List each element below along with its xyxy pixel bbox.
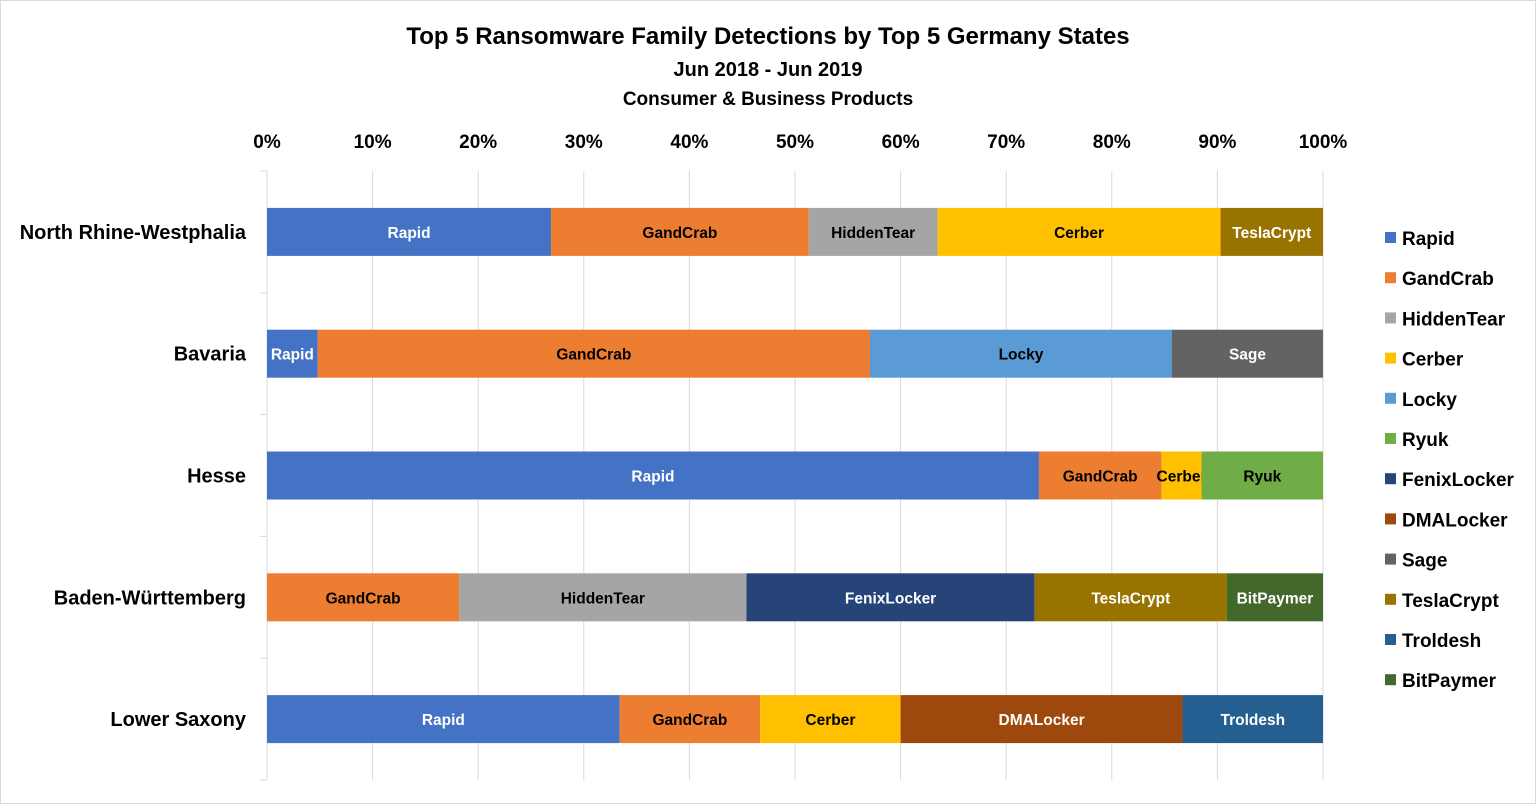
bar-segment-label: Cerber	[1157, 469, 1207, 486]
bar-segment-label: GandCrab	[1063, 469, 1138, 486]
category-label: Lower Saxony	[110, 709, 246, 731]
legend-swatch	[1385, 392, 1396, 404]
legend-entry: BitPaymer	[1402, 671, 1497, 692]
legend-entry: GandCrab	[1402, 269, 1494, 290]
x-tick-label: 90%	[1198, 132, 1236, 153]
legend-swatch	[1385, 312, 1396, 324]
category-label: Hesse	[187, 466, 246, 488]
bar-segment	[900, 695, 1183, 744]
bar-segment-label: TeslaCrypt	[1232, 225, 1311, 242]
bar-segment	[551, 207, 809, 256]
bar-segment-label: TeslaCrypt	[1091, 590, 1170, 607]
bar-segment-label: Ryuk	[1243, 469, 1281, 486]
x-tick-label: 70%	[987, 132, 1025, 153]
bar-segment	[1161, 451, 1202, 500]
chart-subtitle: Jun 2018 - Jun 2019	[674, 59, 863, 81]
bar-segment-label: Cerber	[1054, 225, 1104, 242]
bar-segment	[1201, 451, 1323, 500]
legend-swatch	[1385, 593, 1396, 605]
bar-segment-label: GandCrab	[556, 347, 631, 364]
legend-swatch	[1385, 553, 1396, 565]
bar-segment-label: Rapid	[388, 225, 431, 242]
bar-segment	[267, 695, 620, 744]
x-tick-label: 20%	[459, 132, 497, 153]
bar-segment-label: HiddenTear	[831, 225, 915, 242]
legend-entry: HiddenTear	[1402, 309, 1506, 330]
bar-segment-label: BitPaymer	[1237, 590, 1314, 607]
bar-segment-label: Rapid	[271, 347, 314, 364]
category-label: Bavaria	[174, 344, 247, 366]
legend-entry: TeslaCrypt	[1402, 591, 1499, 612]
bar-segment	[1226, 573, 1323, 622]
legend-entry: FenixLocker	[1402, 470, 1515, 491]
bar-segment	[760, 695, 901, 744]
x-tick-label: 10%	[354, 132, 392, 153]
bar-segment-label: FenixLocker	[845, 590, 936, 607]
bar-segment	[619, 695, 761, 744]
category-label: North Rhine-Westphalia	[20, 222, 247, 244]
bar-segment-label: Cerber	[805, 712, 855, 729]
x-tick-label: 0%	[253, 132, 281, 153]
x-tick-label: 50%	[776, 132, 814, 153]
bar-segment	[317, 329, 870, 378]
category-labels: North Rhine-Westphalia Bavaria Hesse Baden-…	[20, 222, 247, 731]
legend-entry: Cerber	[1402, 350, 1464, 371]
bar-segment	[808, 207, 938, 256]
legend-swatch	[1385, 433, 1396, 444]
bars: Rapid GandCrab HiddenTear Cerber TeslaCrypt R…	[267, 207, 1323, 744]
bar-segment	[1171, 329, 1323, 378]
legend-swatch	[1385, 634, 1396, 645]
legend-entry: Locky	[1402, 390, 1457, 411]
x-tick-label: 40%	[670, 132, 708, 153]
category-label: Baden-Württemberg	[54, 587, 246, 609]
x-tick-label: 80%	[1093, 132, 1131, 153]
legend-swatch	[1385, 473, 1396, 485]
legend-swatch	[1385, 272, 1396, 284]
legend: Rapid GandCrab HiddenTear Cerber Locky Ryuk Fe…	[1385, 229, 1515, 692]
bar-segment	[267, 451, 1039, 500]
legend-swatch	[1385, 674, 1396, 686]
bar-segment	[746, 573, 1035, 622]
x-tick-label: 60%	[882, 132, 920, 153]
x-tick-label: 100%	[1299, 132, 1348, 153]
bar-segment	[267, 573, 460, 622]
legend-entry: Troldesh	[1402, 631, 1481, 652]
bar-segment-label: GandCrab	[326, 590, 401, 607]
legend-swatch	[1385, 232, 1396, 243]
bar-segment-label: Troldesh	[1220, 712, 1285, 729]
legend-entry: Sage	[1402, 551, 1447, 572]
legend-entry: Ryuk	[1402, 430, 1449, 451]
bar-segment-label: GandCrab	[652, 712, 727, 729]
bar-segment	[267, 207, 552, 256]
legend-entry: Rapid	[1402, 229, 1455, 250]
legend-entry: DMALocker	[1402, 510, 1508, 531]
chart-subtitle-products: Consumer & Business Products	[623, 89, 913, 110]
x-tick-label: 30%	[565, 132, 603, 153]
chart-title: Top 5 Ransomware Family Detections by To…	[406, 23, 1129, 50]
bar-segment	[869, 329, 1172, 378]
bar-segment	[1034, 573, 1227, 622]
bar-segment	[1182, 695, 1323, 744]
legend-swatch	[1385, 352, 1396, 364]
bar-segment	[937, 207, 1221, 256]
bar-segment	[459, 573, 747, 622]
legend-swatch	[1385, 513, 1396, 525]
category-axis	[260, 170, 268, 781]
bar-segment-label: Sage	[1229, 347, 1266, 364]
bar-segment-label: Rapid	[422, 712, 465, 729]
bar-segment-label: Rapid	[631, 469, 674, 486]
bar-segment-label: GandCrab	[642, 225, 717, 242]
bar-segment-label: HiddenTear	[561, 590, 645, 607]
bar-segment	[1220, 207, 1323, 256]
bar-segment	[267, 329, 318, 378]
bar-segment	[1038, 451, 1162, 500]
bar-segment-label: Locky	[999, 347, 1044, 364]
x-axis-tick-labels: 0% 10% 20% 30% 40% 50% 60% 70% 80% 90% 100%	[253, 132, 1347, 153]
bar-segment-label: DMALocker	[999, 712, 1085, 729]
